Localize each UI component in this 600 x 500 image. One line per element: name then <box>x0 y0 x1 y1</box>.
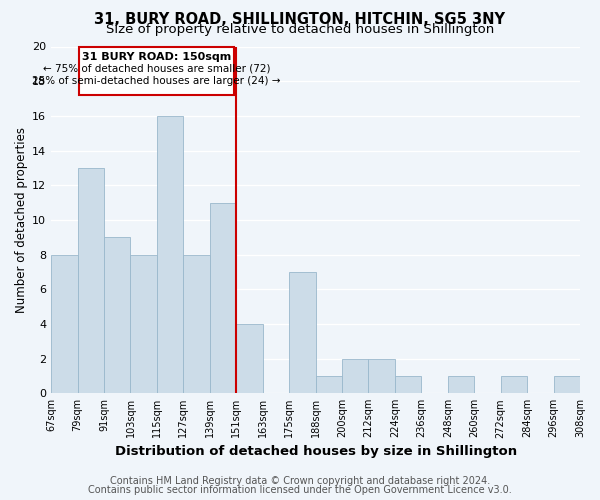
Bar <box>448 376 474 393</box>
Text: 31 BURY ROAD: 150sqm: 31 BURY ROAD: 150sqm <box>82 52 231 62</box>
Bar <box>184 254 210 393</box>
X-axis label: Distribution of detached houses by size in Shillington: Distribution of detached houses by size … <box>115 444 517 458</box>
Bar <box>51 254 77 393</box>
Bar <box>500 376 527 393</box>
Text: 31, BURY ROAD, SHILLINGTON, HITCHIN, SG5 3NY: 31, BURY ROAD, SHILLINGTON, HITCHIN, SG5… <box>95 12 505 28</box>
Bar <box>554 376 580 393</box>
Text: Size of property relative to detached houses in Shillington: Size of property relative to detached ho… <box>106 24 494 36</box>
Y-axis label: Number of detached properties: Number of detached properties <box>15 127 28 313</box>
Text: Contains public sector information licensed under the Open Government Licence v3: Contains public sector information licen… <box>88 485 512 495</box>
Bar <box>210 202 236 393</box>
Bar <box>368 358 395 393</box>
Text: Contains HM Land Registry data © Crown copyright and database right 2024.: Contains HM Land Registry data © Crown c… <box>110 476 490 486</box>
Bar <box>104 237 130 393</box>
Bar <box>77 168 104 393</box>
Bar <box>316 376 342 393</box>
Text: ← 75% of detached houses are smaller (72): ← 75% of detached houses are smaller (72… <box>43 64 270 74</box>
Bar <box>395 376 421 393</box>
Bar <box>289 272 316 393</box>
FancyBboxPatch shape <box>79 48 233 95</box>
Bar <box>157 116 184 393</box>
Bar <box>130 254 157 393</box>
Bar <box>342 358 368 393</box>
Text: 25% of semi-detached houses are larger (24) →: 25% of semi-detached houses are larger (… <box>32 76 281 86</box>
Bar <box>236 324 263 393</box>
